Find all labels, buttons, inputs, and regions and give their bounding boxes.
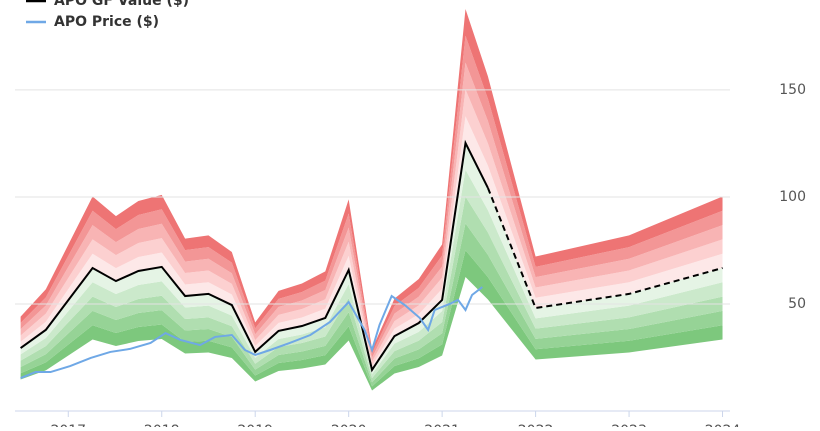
y-tick-label: 150 bbox=[779, 82, 806, 98]
y-tick-label: 50 bbox=[788, 296, 806, 312]
value-band bbox=[20, 250, 723, 391]
y-tick-label: 100 bbox=[779, 189, 806, 205]
x-tick-label: 2017 bbox=[50, 423, 86, 427]
legend-label: APO GF Value ($) bbox=[54, 0, 189, 9]
x-tick-label: 2022 bbox=[518, 423, 554, 427]
value-band bbox=[20, 169, 723, 379]
x-tick-label: 2024 bbox=[705, 423, 741, 427]
x-tick-label: 2021 bbox=[424, 423, 460, 427]
value-band bbox=[20, 142, 723, 375]
x-tick-label: 2020 bbox=[331, 423, 367, 427]
x-tick-label: 2019 bbox=[237, 423, 273, 427]
gf-value-projection bbox=[486, 187, 723, 310]
x-tick-label: 2023 bbox=[611, 423, 647, 427]
x-tick-label: 2018 bbox=[144, 423, 180, 427]
value-band bbox=[20, 196, 723, 383]
value-band bbox=[20, 223, 723, 387]
gf-value-line bbox=[20, 139, 489, 373]
legend-label: APO Price ($) bbox=[54, 14, 159, 30]
price-line bbox=[20, 286, 483, 379]
